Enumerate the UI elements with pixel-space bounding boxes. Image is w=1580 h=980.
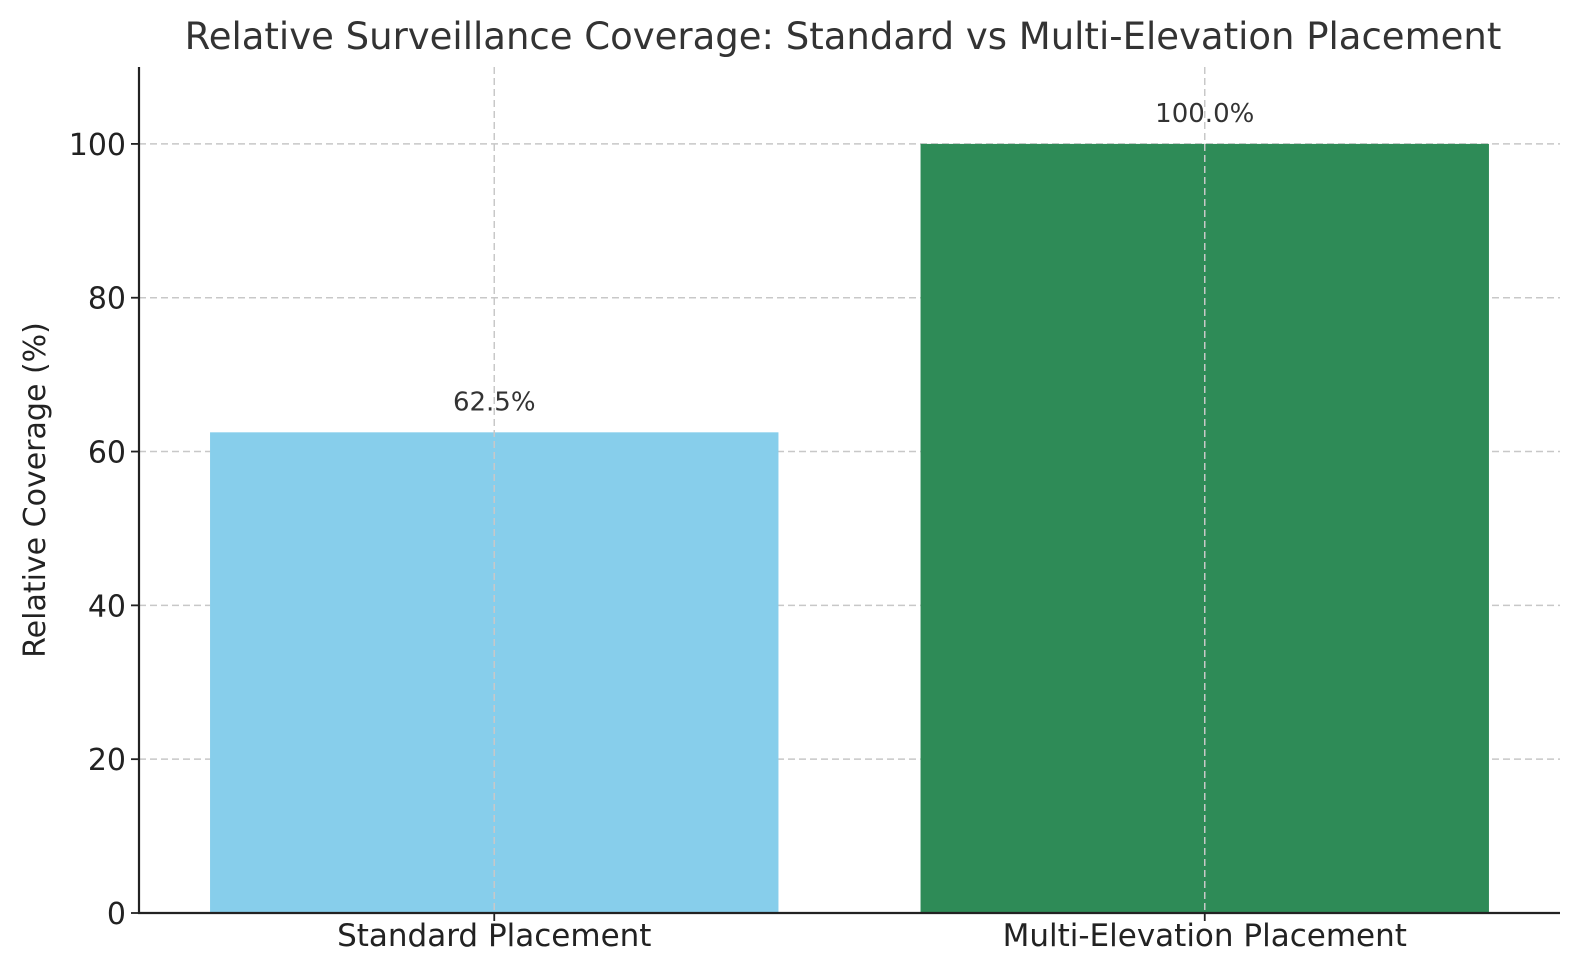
y-tick-label: 20 xyxy=(88,743,126,778)
labels-layer: 62.5% 100.0% xyxy=(453,99,1254,417)
y-tick-label: 40 xyxy=(88,589,126,624)
ticks-layer: 0 20 40 60 80 100 Standard Placement Multi-Elev… xyxy=(69,128,1407,954)
vertical-grid-layer xyxy=(493,67,1206,913)
x-tick-label: Standard Placement xyxy=(337,918,651,954)
y-tick-label: 100 xyxy=(69,128,126,163)
data-label: 100.0% xyxy=(1155,99,1254,129)
chart-title: Relative Surveillance Coverage: Standard… xyxy=(185,15,1502,58)
axes-layer xyxy=(137,67,1560,915)
data-label: 62.5% xyxy=(453,387,536,417)
y-tick-label: 60 xyxy=(88,436,126,471)
y-axis-label: Relative Coverage (%) xyxy=(18,322,53,658)
x-tick-label: Multi-Elevation Placement xyxy=(1003,918,1407,954)
y-tick-label: 80 xyxy=(88,282,126,317)
bars-layer xyxy=(210,143,1489,914)
y-tick-label: 0 xyxy=(107,897,126,932)
